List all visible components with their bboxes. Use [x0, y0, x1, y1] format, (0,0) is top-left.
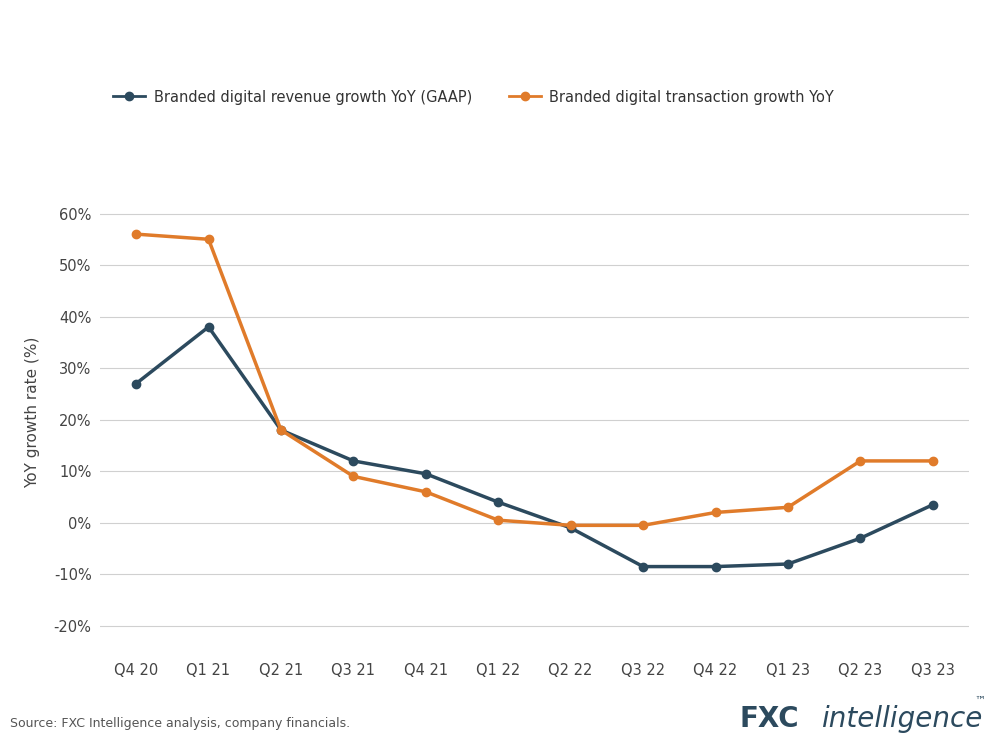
Legend: Branded digital revenue growth YoY (GAAP), Branded digital transaction growth Yo: Branded digital revenue growth YoY (GAAP… — [107, 84, 840, 110]
Text: ™: ™ — [974, 696, 985, 706]
Text: FXC: FXC — [739, 705, 799, 733]
Text: Source: FXC Intelligence analysis, company financials.: Source: FXC Intelligence analysis, compa… — [10, 718, 350, 730]
Y-axis label: YoY growth rate (%): YoY growth rate (%) — [25, 336, 40, 488]
Text: intelligence: intelligence — [821, 705, 983, 733]
Text: Western Union digital revenue grows 3%: Western Union digital revenue grows 3% — [12, 26, 748, 57]
Text: Western Union quarterly branded digital revenue and digital transaction growth: Western Union quarterly branded digital … — [12, 73, 761, 92]
